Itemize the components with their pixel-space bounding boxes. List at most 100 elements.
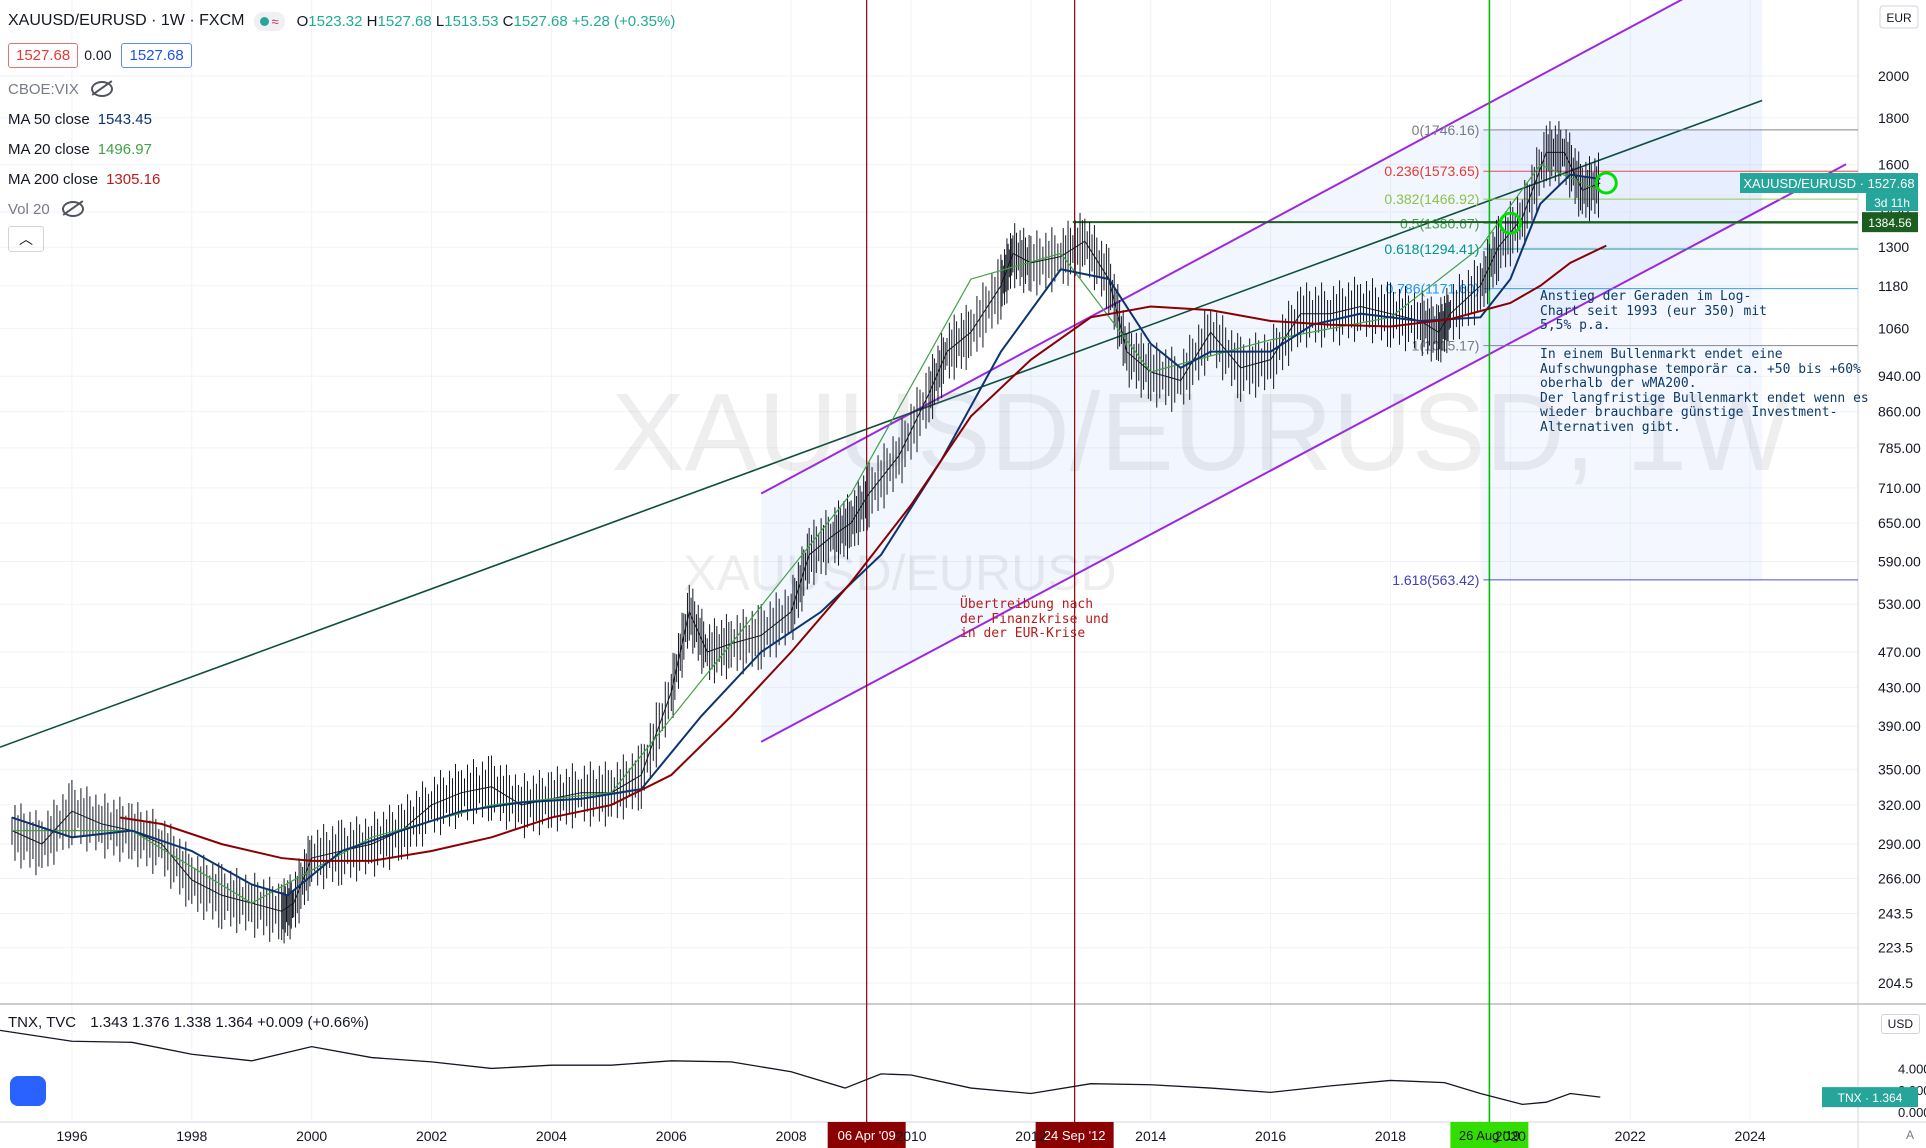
ma20-line [11,163,1601,904]
price-axis-tick-label: 530.00 [1878,596,1921,612]
tnx-name[interactable]: TNX, TVC [8,1014,77,1031]
price-axis-tick-label: 390.00 [1878,718,1921,734]
time-axis-tick-label: 2012 [1015,1128,1046,1144]
tnx-axis-tick-label: 0.000 [1898,1105,1926,1120]
price-axis-tick-label: 785.00 [1878,440,1921,456]
chart-legend: XAUUSD/EURUSD · 1W · FXCM ≈ O1523.32 H15… [8,6,675,254]
symbol-row: XAUUSD/EURUSD · 1W · FXCM ≈ O1523.32 H15… [8,6,675,36]
price-axis-tick-label: 1300 [1878,239,1909,255]
ohlc-values: O1523.32 H1527.68 L1513.53 C1527.68 +5.2… [296,12,676,30]
price-axis-tick-label: 1800 [1878,110,1909,126]
indicator-name: Vol 20 [8,200,50,218]
fib-level-label: 1.618(563.42) [1392,572,1479,588]
last-price-badge [1740,173,1918,194]
indicator-name: MA 20 close [8,140,90,158]
price-axis-tick-label: 350.00 [1878,761,1921,777]
status-pill[interactable]: ≈ [254,11,285,31]
time-axis-tick-label: 2018 [1375,1128,1406,1144]
time-axis-tick-label: 2002 [416,1128,447,1144]
fib-level-label: 0.236(1573.65) [1384,163,1479,179]
time-axis-tick-label: 2010 [895,1128,926,1144]
price-axis-tick-label: 710.00 [1878,480,1921,496]
currency-box [1879,5,1919,29]
price-axis-tick-label: 290.00 [1878,836,1921,852]
channel-lower-line [760,163,1847,743]
trend-line [0,99,1763,748]
wave-icon: ≈ [271,13,279,29]
price-axis-tick-label: 243.5 [1878,906,1913,922]
price-axis-tick-label: 650.00 [1878,515,1921,531]
price-axis-tick-label: 470.00 [1878,644,1921,660]
time-axis-tick-label: 2014 [1135,1128,1166,1144]
price-axis-tick-label: 430.00 [1878,679,1921,695]
indicator-ma200[interactable]: MA 200 close 1305.16 [8,164,675,194]
time-axis-tick-label: 1998 [176,1128,207,1144]
annotation-right[interactable]: Anstieg der Geraden im Log- Chart seit 1… [1540,289,1869,435]
time-axis-tick-label: 2000 [296,1128,327,1144]
tnx-last-badge [1822,1087,1918,1108]
fib-level-label: 0.5(1380.67) [1400,215,1479,231]
hidden-eye-icon[interactable] [90,81,113,97]
annotation-left[interactable]: Übertreibung nach der Finanzkrise und in… [960,597,1109,641]
fib-level-label: 0.382(1466.92) [1384,191,1479,207]
indicator-value: 1543.45 [97,110,152,128]
watermark-subtext: XAUUSD/EURUSD [683,545,1116,601]
time-axis-tick-label: 2020 [1495,1128,1526,1144]
price-axis-tick-label: 320.00 [1878,797,1921,813]
collapse-legend-button[interactable]: ︿ [8,226,44,252]
tradingview-logo-icon[interactable] [10,1076,46,1106]
level-badge [1862,212,1918,233]
price-axis-tick-label: 1180 [1878,278,1908,294]
symbol-title[interactable]: XAUUSD/EURUSD · 1W · FXCM [8,12,245,29]
hidden-eye-icon[interactable] [61,201,84,217]
sell-button[interactable]: 1527.68 [8,42,79,68]
indicator-name: MA 200 close [8,170,99,188]
price-axis-tick-label: 266.00 [1878,870,1921,886]
price-axis-tick-label: 860.00 [1878,404,1921,420]
countdown-label: 3d 11h [1874,196,1910,210]
ma200-line [119,244,1607,862]
time-axis-tick-label: 2006 [656,1128,687,1144]
time-axis-tick-label: 2004 [536,1128,567,1144]
open-value: 1523.32 [308,12,363,30]
market-open-icon [260,16,270,26]
vertical-marker-badge [827,1122,906,1148]
level-label: 1384.56 [1868,216,1912,230]
buy-button[interactable]: 1527.68 [121,42,192,68]
countdown-badge [1866,193,1918,212]
price-line [11,151,1601,912]
indicator-vix[interactable]: CBOE:VIX [8,74,675,104]
indicator-name: MA 50 close [8,110,90,128]
time-axis-tick-label: 2008 [776,1128,807,1144]
spread-value: 0.00 [84,47,112,63]
vertical-marker-label: 06 Apr '09 [838,1128,896,1143]
price-axis-tick-label: 223.5 [1878,940,1913,956]
indicator-ma20[interactable]: MA 20 close 1496.97 [8,134,675,164]
tnx-values: 1.343 1.376 1.338 1.364 +0.009 (+0.66%) [90,1014,369,1031]
price-axis-tick-label: 1060 [1878,320,1909,336]
auto-scale-icon[interactable]: A [1905,1128,1914,1142]
currency-label: EUR [1886,11,1912,25]
time-axis-tick-label: 1996 [56,1128,87,1144]
vertical-marker-label: 26 Aug '19 [1459,1128,1520,1143]
vertical-marker-badge [1035,1122,1114,1148]
low-value: 1513.53 [444,12,499,30]
tnx-legend: TNX, TVC 1.343 1.376 1.338 1.364 +0.009 … [8,1014,369,1031]
price-axis-tick-label: 2000 [1878,68,1909,84]
watermark-text: XAUUSD/EURUSD, 1W [611,371,1791,494]
indicator-vol[interactable]: Vol 20 [8,194,675,224]
tnx-last-label: TNX · 1.364 [1838,1091,1903,1105]
fib-level-label: 0.618(1294.41) [1384,241,1479,257]
close-value: 1527.68 [513,12,568,30]
price-axis-tick-label: 590.00 [1878,554,1921,570]
price-axis-tick-label: 204.5 [1878,975,1913,991]
bid-ask-row: 1527.68 0.00 1527.68 [8,36,675,74]
sub-currency-label[interactable]: USD [1880,1014,1920,1034]
indicator-ma50[interactable]: MA 50 close 1543.45 [8,104,675,134]
time-axis-tick-label: 2016 [1255,1128,1286,1144]
price-axis-tick-label: 1600 [1878,157,1909,173]
highlight-circle [1594,171,1618,195]
tnx-axis-tick-label: 4.000 [1898,1061,1926,1076]
fib-level-label: 0(1746.16) [1412,122,1480,138]
